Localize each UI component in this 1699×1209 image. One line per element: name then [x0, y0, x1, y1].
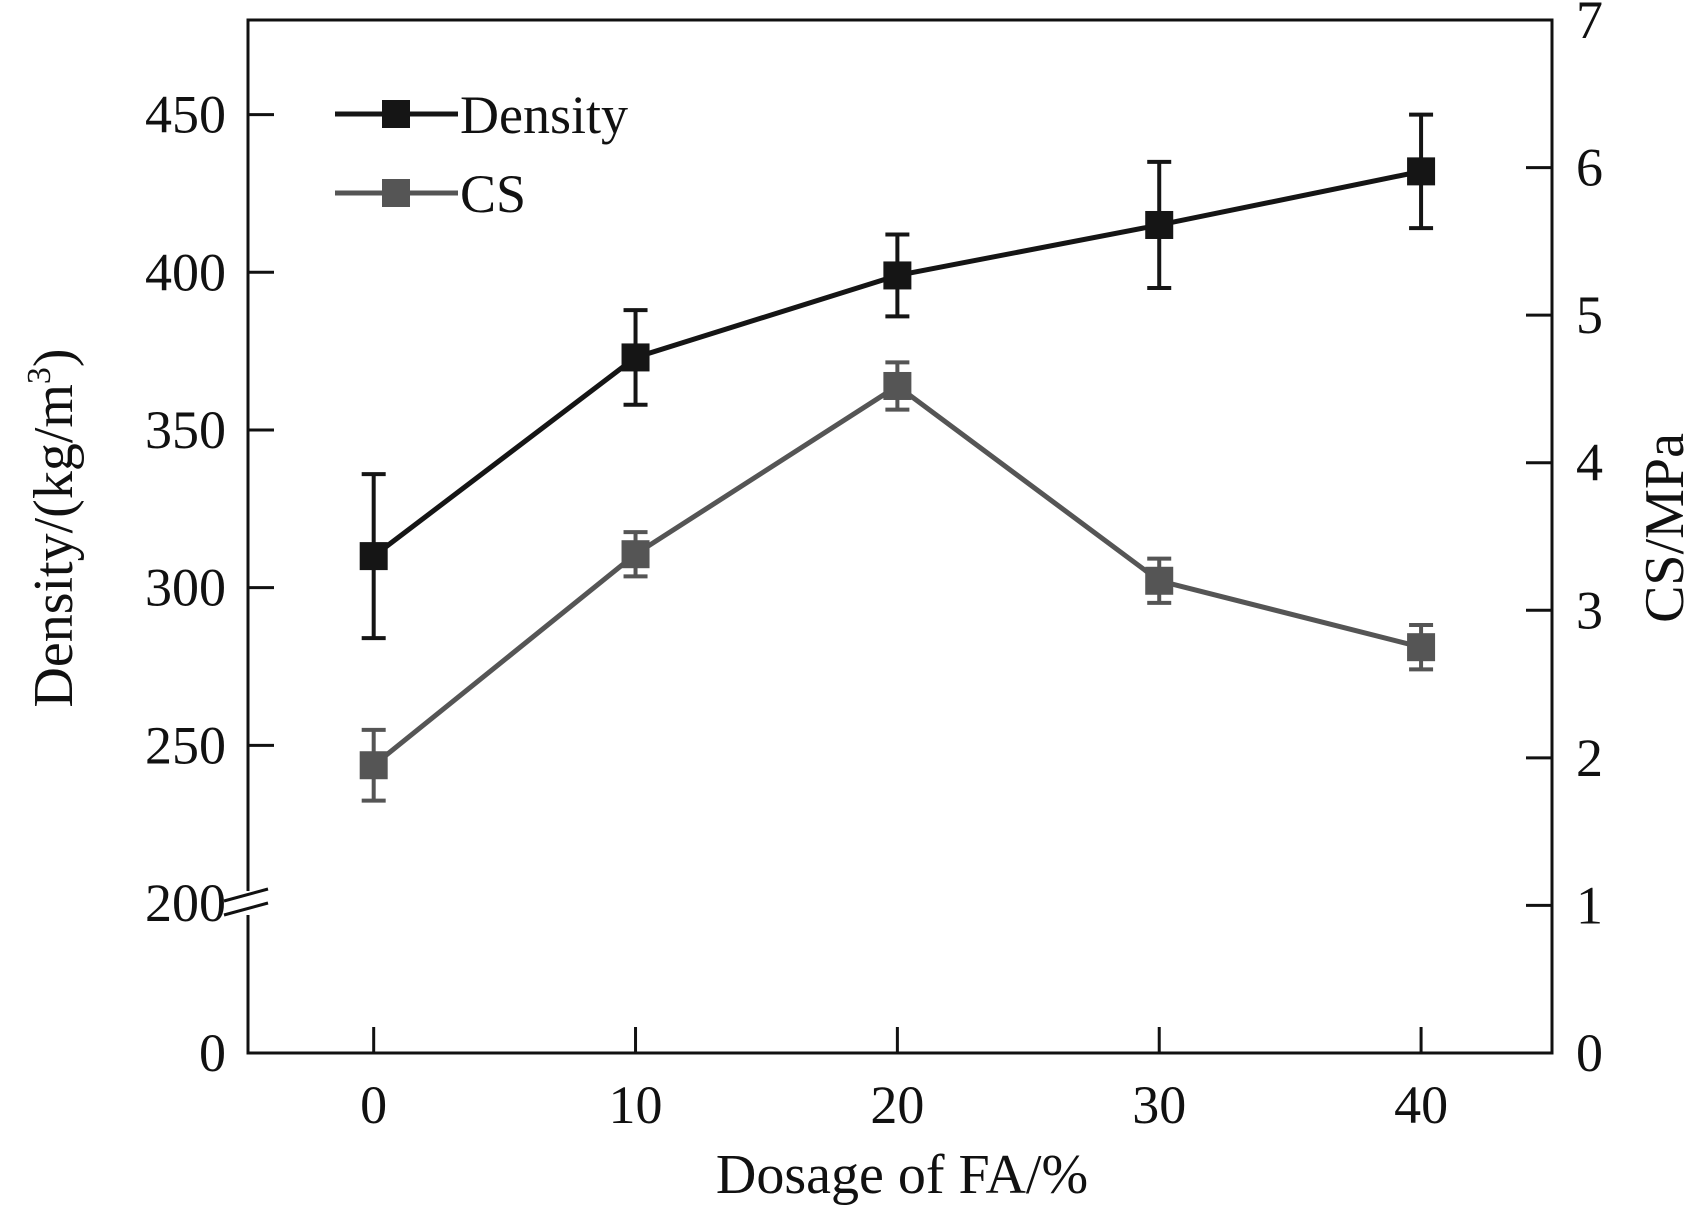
y-tick-label: 450	[145, 85, 226, 145]
y-tick-label: 400	[145, 242, 226, 302]
cs-point	[359, 751, 388, 780]
y2-tick-label: 0	[1576, 1023, 1603, 1083]
y-tick-label: 250	[145, 715, 226, 775]
density-point	[621, 343, 650, 372]
y-tick-label: 0	[199, 1023, 226, 1083]
density-point	[359, 542, 388, 571]
axis-break-gap	[244, 891, 252, 915]
x-axis-title: Dosage of FA/%	[716, 1144, 1088, 1206]
y2-tick-label: 5	[1576, 285, 1603, 345]
cs-line	[372, 382, 1422, 768]
y-axis-title-main: Density/(kg/m	[23, 384, 85, 708]
series-cs	[359, 360, 1436, 803]
y2-tick-label: 1	[1576, 875, 1603, 935]
cs-point	[1407, 633, 1436, 662]
x-tick-label: 30	[1132, 1075, 1186, 1135]
density-point	[883, 261, 912, 290]
x-axis: 0 10 20 30 40	[360, 1027, 1448, 1135]
legend-swatch-marker	[382, 100, 410, 128]
density-point	[1407, 157, 1436, 186]
y2-tick-label: 4	[1576, 433, 1603, 493]
axis-break-mark	[223, 887, 269, 903]
series-density	[359, 112, 1436, 641]
y2-axis-title: CS/MPa	[1634, 433, 1696, 623]
x-tick-label: 40	[1394, 1075, 1448, 1135]
legend-swatch-marker	[382, 179, 410, 207]
series-layer	[359, 112, 1436, 803]
y-axis-title-superscript: 3	[21, 367, 58, 384]
y-axis-left: 0 200 250 300 350 400 450	[145, 85, 274, 1083]
y2-tick-label: 2	[1576, 728, 1603, 788]
y-tick-label: 350	[145, 400, 226, 460]
legend-label: Density	[460, 85, 628, 145]
y-axis-title-close: )	[23, 348, 85, 367]
y-tick-label: 300	[145, 558, 226, 618]
axis-break-mark	[223, 901, 269, 917]
plot-border	[246, 18, 1554, 1055]
cs-point	[621, 540, 650, 569]
cs-point	[883, 371, 912, 400]
x-tick-label: 0	[360, 1075, 387, 1135]
y-axis-title: Density/(kg/m3)	[21, 348, 85, 707]
y2-tick-label: 6	[1576, 138, 1603, 198]
cs-point	[1145, 566, 1174, 595]
density-point	[1145, 210, 1174, 239]
y2-tick-label: 3	[1576, 580, 1603, 640]
y-axis-right: 0 1 2 3 4 5 6 7	[1526, 0, 1603, 1083]
y-tick-label: 200	[145, 873, 226, 933]
x-tick-label: 20	[870, 1075, 924, 1135]
legend-item-cs: CS	[335, 164, 526, 224]
plot-frame	[223, 18, 1554, 1055]
x-tick-label: 10	[609, 1075, 663, 1135]
legend-item-density: Density	[335, 85, 628, 145]
legend-label: CS	[460, 164, 526, 224]
legend: Density CS	[335, 85, 628, 224]
y2-tick-label: 7	[1576, 0, 1603, 50]
